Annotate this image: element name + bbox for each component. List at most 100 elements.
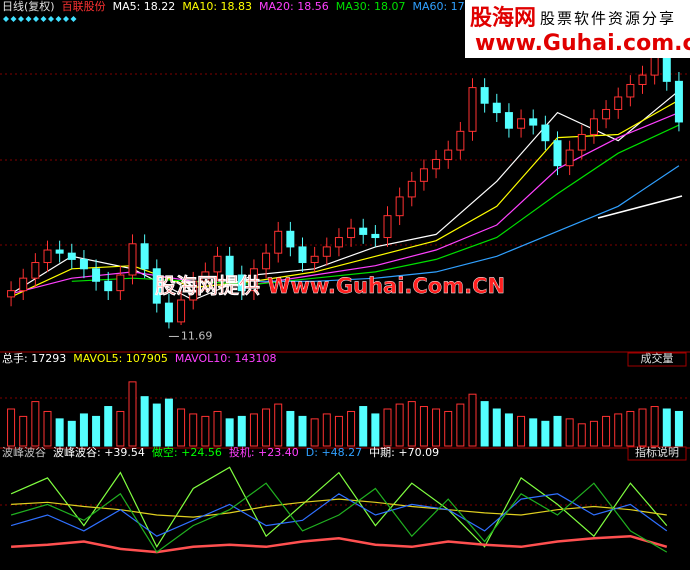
candle-body [164, 302, 173, 323]
candle-body [262, 252, 271, 270]
candle-body [468, 87, 477, 132]
candle-body [407, 180, 416, 198]
candle-body [432, 158, 441, 170]
header-label: 做空: +24.56 [152, 445, 222, 459]
volume-bar [274, 403, 283, 447]
volume-bar [444, 410, 453, 447]
candle-body [249, 268, 258, 292]
volume-bar [650, 406, 659, 447]
volume-bar [383, 408, 392, 447]
volume-bar [456, 403, 465, 447]
candle-body [553, 140, 562, 167]
candle-body [152, 268, 161, 304]
candle-body [201, 271, 210, 282]
volume-bar [213, 410, 222, 447]
volume-bar [286, 410, 295, 447]
candle-body [626, 83, 635, 98]
candle-body [395, 196, 404, 217]
candle-body [104, 280, 113, 292]
volume-bar [541, 420, 550, 447]
volume-bar [177, 408, 186, 447]
signal-diamond [18, 16, 24, 22]
trend-line [597, 195, 683, 219]
candle-body [589, 118, 598, 135]
header-label: MAVOL5: 107905 [73, 352, 168, 365]
volume-bar [79, 413, 88, 447]
panel-button [627, 446, 687, 461]
candle-body [116, 274, 125, 292]
header-label: 波峰波谷 [2, 446, 46, 459]
logo-url: www.Guhai.com.cn [475, 31, 690, 56]
candle-body [638, 74, 647, 85]
candle-body [140, 243, 149, 270]
header-label: 总手: 17293 [2, 351, 66, 365]
volume-bar [116, 410, 125, 447]
candle-body [492, 102, 501, 114]
volume-bar [626, 410, 635, 447]
candle-body [322, 246, 331, 257]
volume-bar [347, 410, 356, 447]
candle-body [225, 255, 234, 276]
volume-bar [589, 420, 598, 447]
header-label: MA5: 18.22 [113, 0, 176, 13]
volume-bar [614, 413, 623, 447]
volume-bar [140, 396, 149, 447]
volume-bar [104, 406, 113, 447]
candle-body [577, 133, 586, 151]
candle-body [480, 87, 489, 104]
signal-diamond [63, 16, 69, 22]
series-line [10, 99, 680, 298]
volume-bar [7, 408, 16, 447]
volume-bar [638, 408, 647, 447]
candle-body [43, 249, 52, 264]
volume-bar [674, 410, 683, 447]
candle-body [55, 249, 64, 254]
panel-button [627, 352, 687, 367]
header-label: MA60: 17.52 [412, 0, 482, 13]
header-label: 百联股份 [62, 0, 106, 13]
candle-body [31, 262, 40, 279]
candle-body [359, 227, 368, 235]
volume-bar [395, 403, 404, 447]
watermark: 股海网提供 Www.Guhai.Com.CN [155, 274, 505, 298]
volume-bar [262, 408, 271, 447]
series-line [71, 124, 680, 286]
panel-button-label: 成交量 [641, 351, 674, 365]
volume-bar [310, 418, 319, 447]
volume-bar [504, 413, 513, 447]
volume-bar [662, 408, 671, 447]
volume-bar [334, 415, 343, 447]
volume-bar [164, 398, 173, 447]
candle-body [92, 268, 101, 282]
header-label: MAVOL10: 143108 [175, 352, 277, 365]
candle-body [371, 233, 380, 239]
volume-bar [322, 413, 331, 447]
low-label: 11.69 [181, 329, 213, 342]
signal-diamond [3, 16, 9, 22]
header-label: MA20: 18.56 [259, 0, 329, 13]
volume-bar [55, 418, 64, 447]
candle-body [347, 227, 356, 239]
signal-diamond [48, 16, 54, 22]
volume-bar [92, 415, 101, 447]
candle-body [213, 255, 222, 273]
candle-body [286, 230, 295, 248]
candle-body [189, 280, 198, 301]
series-line [10, 493, 668, 537]
logo: 股海网 股票软件资源分享 www.Guhai.com.cn [465, 0, 690, 58]
volume-bar [43, 410, 52, 447]
candle-body [383, 215, 392, 239]
candle-body [7, 290, 16, 298]
volume-bar [31, 401, 40, 447]
candle-body [274, 230, 283, 254]
volume-bar [359, 406, 368, 447]
candle-body [517, 118, 526, 129]
signal-diamond [70, 16, 77, 22]
candle-body [298, 246, 307, 264]
candle-body [419, 168, 428, 182]
volume-bar [225, 418, 234, 447]
volume-bar [19, 415, 28, 447]
candle-body [529, 118, 538, 126]
